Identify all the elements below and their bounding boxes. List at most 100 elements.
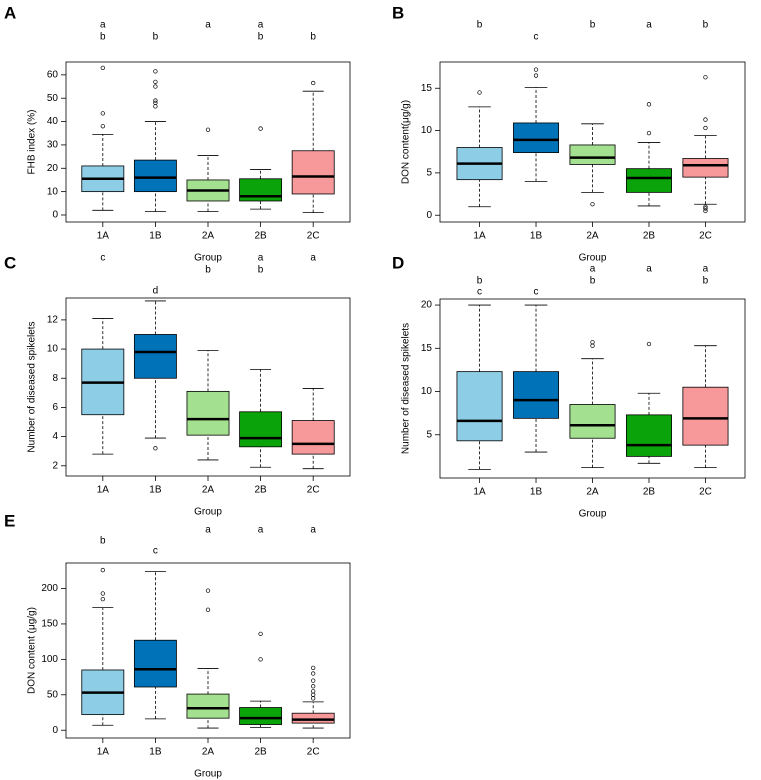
panel-label: A xyxy=(4,3,16,22)
panel-label: B xyxy=(392,3,404,22)
x-tick-label: 1B xyxy=(149,485,162,496)
outlier xyxy=(533,73,539,78)
outlier xyxy=(100,596,105,602)
x-tick-label: 2A xyxy=(586,231,599,242)
x-tick-label: 1B xyxy=(530,487,543,498)
outlier xyxy=(703,125,708,131)
y-tick-label: 10 xyxy=(421,386,433,397)
significance-letter: b xyxy=(310,32,316,43)
outlier xyxy=(533,67,539,72)
y-tick-label: 10 xyxy=(47,344,59,355)
outlier xyxy=(311,696,316,701)
outlier xyxy=(703,208,708,214)
y-tick-label: 10 xyxy=(421,125,433,136)
significance-letter: b xyxy=(258,265,264,276)
box xyxy=(625,414,672,457)
outlier xyxy=(153,100,158,106)
outlier xyxy=(258,631,263,637)
outlier xyxy=(590,202,595,207)
significance-letter: b xyxy=(258,32,264,43)
outlier xyxy=(646,102,652,107)
box xyxy=(682,158,729,178)
box xyxy=(239,411,283,448)
x-tick-label: 1B xyxy=(149,747,162,758)
box xyxy=(133,159,177,193)
significance-letter: a xyxy=(100,20,106,31)
x-tick-label: 2A xyxy=(202,485,215,496)
x-axis-label: Group xyxy=(579,509,607,520)
significance-letter: a xyxy=(258,525,264,536)
x-tick-label: 1A xyxy=(473,487,486,498)
y-axis-label: Number of diseased spikelets xyxy=(401,323,412,454)
outlier xyxy=(703,204,708,209)
y-tick-label: 10 xyxy=(47,186,59,197)
significance-letter: a xyxy=(310,253,316,264)
x-tick-label: 2A xyxy=(586,487,599,498)
x-tick-label: 2B xyxy=(643,487,656,498)
y-tick-label: 15 xyxy=(421,343,433,354)
x-tick-label: 1B xyxy=(530,231,543,242)
x-tick-label: 2B xyxy=(254,231,267,242)
significance-letter: b xyxy=(590,20,596,31)
outlier xyxy=(205,588,211,593)
box xyxy=(513,122,560,153)
y-tick-label: 200 xyxy=(41,583,58,594)
x-tick-label: 2A xyxy=(202,231,215,242)
x-tick-label: 2C xyxy=(699,487,712,498)
outlier xyxy=(703,117,708,122)
significance-letter: a xyxy=(258,253,264,264)
outlier xyxy=(311,692,316,697)
box xyxy=(291,150,335,195)
x-tick-label: 1A xyxy=(97,485,110,496)
box xyxy=(133,639,177,688)
x-tick-label: 2C xyxy=(307,485,320,496)
y-tick-label: 40 xyxy=(47,116,59,127)
y-tick-label: 12 xyxy=(47,315,59,326)
x-axis-label: Group xyxy=(194,253,222,264)
outlier xyxy=(311,684,316,689)
significance-letter: a xyxy=(590,264,596,275)
significance-letter: b xyxy=(703,20,709,31)
outlier xyxy=(590,340,595,345)
x-tick-label: 1B xyxy=(149,231,162,242)
y-tick-label: 20 xyxy=(421,300,433,311)
y-tick-label: 0 xyxy=(426,210,432,221)
outlier xyxy=(258,657,263,662)
y-tick-label: 5 xyxy=(426,429,432,440)
y-tick-label: 150 xyxy=(41,619,58,630)
outlier xyxy=(590,343,595,348)
y-tick-label: 2 xyxy=(52,460,58,471)
outlier xyxy=(311,689,316,694)
x-axis-label: Group xyxy=(194,769,222,780)
box xyxy=(186,693,230,719)
outlier xyxy=(703,75,708,80)
outlier xyxy=(258,126,263,131)
box xyxy=(682,386,729,446)
significance-letter: c xyxy=(153,546,158,557)
y-tick-label: 60 xyxy=(47,69,59,80)
outlier xyxy=(646,130,652,136)
x-tick-label: 2B xyxy=(254,485,267,496)
significance-letter: b xyxy=(100,32,106,43)
outlier xyxy=(311,80,316,86)
significance-letter: a xyxy=(703,264,709,275)
outlier xyxy=(311,671,316,676)
box xyxy=(513,371,560,419)
y-tick-label: 0 xyxy=(52,725,58,736)
y-tick-label: 30 xyxy=(47,140,59,151)
significance-letter: b xyxy=(477,276,483,287)
x-tick-label: 2C xyxy=(307,747,320,758)
significance-letter: b xyxy=(100,536,106,547)
significance-letter: a xyxy=(205,20,211,31)
significance-letter: a xyxy=(646,20,652,31)
outlier xyxy=(100,65,105,70)
significance-letter: c xyxy=(477,287,482,298)
y-tick-label: 20 xyxy=(47,163,59,174)
significance-letter: b xyxy=(205,265,211,276)
x-axis-label: Group xyxy=(194,507,222,518)
panel-label: E xyxy=(4,511,15,530)
y-tick-label: 0 xyxy=(52,210,58,221)
significance-letter: a xyxy=(205,525,211,536)
box xyxy=(291,420,335,455)
